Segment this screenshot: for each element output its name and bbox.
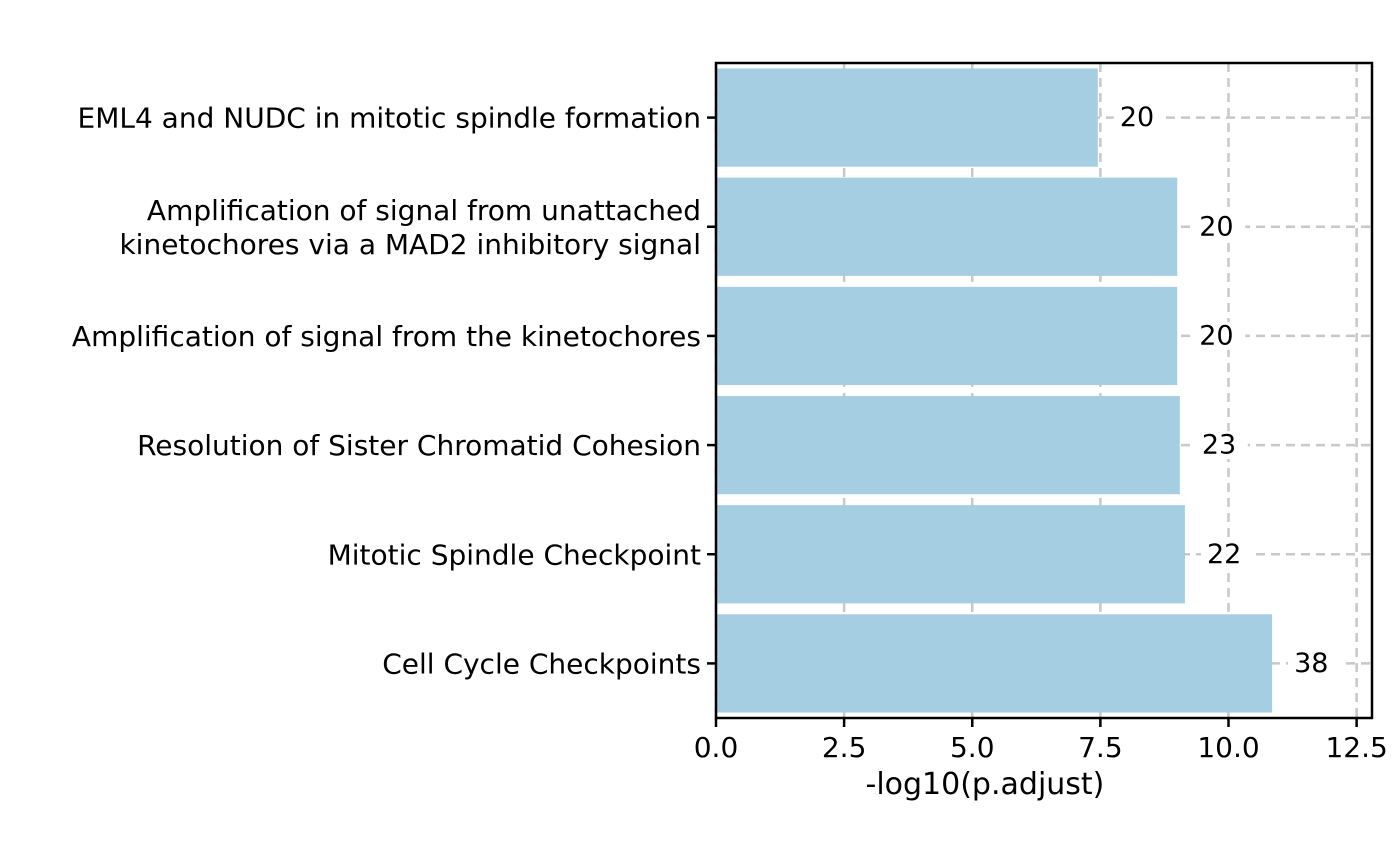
data-label-background [1113,103,1166,132]
x-tick-label: 5.0 [950,731,995,764]
x-tick-label: 7.5 [1078,731,1123,764]
bar-layer [716,68,1273,713]
x-tick-label: 10.0 [1197,731,1259,764]
bar [716,395,1180,495]
bar [716,505,1185,604]
plot-frame [714,61,1374,720]
bar [716,68,1098,167]
x-tick-label: 0.0 [694,731,739,764]
axis-layer: EML4 and NUDC in mitotic spindle formati… [72,101,1388,764]
x-axis-title: -log10(p.adjust) [866,767,1105,802]
bar-value-label: 23 [1202,430,1236,461]
bar-value-label: 38 [1294,648,1328,679]
bar [716,286,1178,386]
y-tick-label-line: EML4 and NUDC in mitotic spindle formati… [78,101,701,134]
y-tick-label-line: Cell Cycle Checkpoints [382,647,701,680]
bar-value-label: 22 [1207,539,1241,570]
data-label-background [1193,321,1246,350]
bar [716,177,1178,276]
data-label-background [1288,649,1341,678]
bar [716,614,1273,713]
y-tick-label-line: Amplification of signal from unattached [147,193,701,226]
data-label-background [1195,431,1248,460]
bar-value-label: 20 [1199,320,1233,351]
y-tick-label: EML4 and NUDC in mitotic spindle formati… [78,101,701,134]
x-tick-label: 12.5 [1325,731,1387,764]
bar-value-label: 20 [1120,102,1154,133]
x-tick-label: 2.5 [822,731,867,764]
data-label-background [1193,212,1246,241]
y-tick-label-line: Amplification of signal from the kinetoc… [72,319,701,352]
y-tick-label: Amplification of signal from unattached k… [119,193,701,260]
y-tick-label-line: kinetochores via a MAD2 inhibitory signa… [119,227,701,260]
y-tick-label: Mitotic Spindle Checkpoint [328,538,701,571]
y-tick-label-line: Resolution of Sister Chromatid Cohesion [137,429,701,462]
y-tick-label: Amplification of signal from the kinetoc… [72,319,701,352]
y-tick-label: Resolution of Sister Chromatid Cohesion [137,429,701,462]
y-tick-label: Cell Cycle Checkpoints [382,647,701,680]
y-tick-label-line: Mitotic Spindle Checkpoint [328,538,701,571]
data-label-layer: 20 20 20 23 22 38 [1113,102,1341,679]
bar-value-label: 20 [1199,211,1233,242]
data-label-background [1200,540,1253,569]
